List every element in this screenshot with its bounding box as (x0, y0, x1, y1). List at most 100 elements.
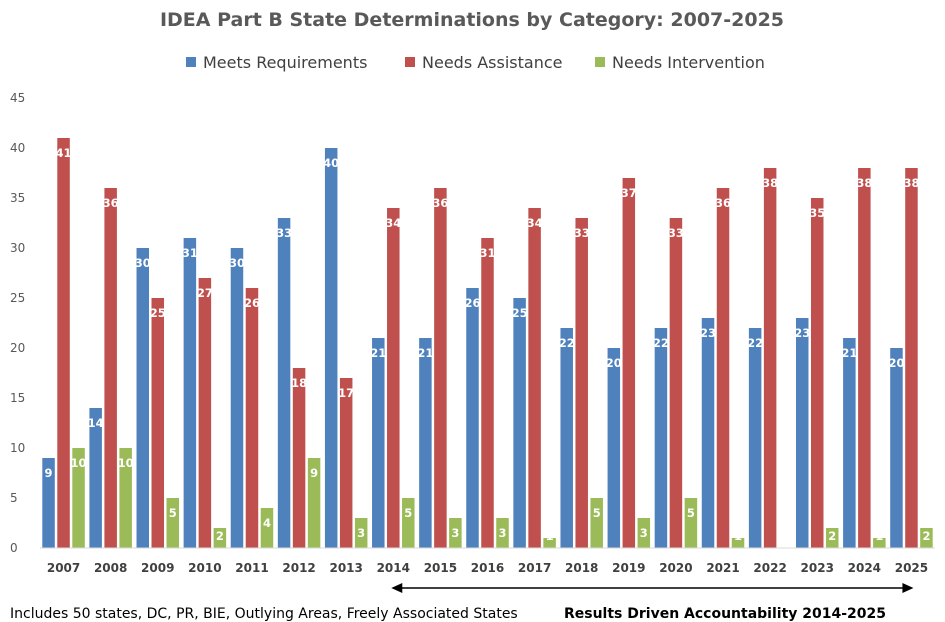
data-label: 36 (432, 196, 448, 210)
x-tick-label: 2025 (895, 561, 928, 575)
data-label: 10 (71, 456, 87, 470)
bar-meets-requirements (89, 408, 102, 548)
x-tick-label: 2017 (518, 561, 551, 575)
data-label: 1 (734, 529, 742, 543)
data-label: 38 (903, 176, 919, 190)
data-label: 21 (841, 346, 857, 360)
data-label: 2 (828, 529, 836, 543)
bar-needs-assistance (528, 208, 541, 548)
x-tick-label: 2007 (47, 561, 80, 575)
bar-meets-requirements (654, 328, 668, 548)
bar-meets-requirements (466, 288, 479, 548)
bar-needs-assistance (198, 278, 212, 548)
data-label: 3 (498, 526, 506, 540)
bar-needs-assistance (905, 168, 918, 548)
data-label: 22 (747, 336, 763, 350)
data-label: 25 (150, 306, 166, 320)
bar-meets-requirements (183, 238, 197, 548)
bar-meets-requirements (748, 328, 762, 548)
y-tick-label: 30 (10, 241, 25, 255)
bar-meets-requirements (136, 248, 150, 548)
bar-needs-assistance (858, 168, 871, 548)
x-tick-label: 2022 (753, 561, 786, 575)
bar-needs-intervention (213, 528, 227, 548)
bar-needs-assistance (339, 378, 353, 548)
data-label: 40 (323, 156, 339, 170)
bar-needs-intervention (260, 508, 274, 548)
bar-needs-intervention (307, 458, 321, 548)
data-label: 20 (888, 356, 904, 370)
y-tick-label: 0 (10, 541, 18, 555)
data-label: 21 (417, 346, 433, 360)
data-label: 18 (291, 376, 307, 390)
data-label: 35 (809, 206, 825, 220)
data-label: 5 (404, 506, 412, 520)
bar-needs-assistance (622, 178, 636, 548)
bar-needs-intervention (402, 498, 415, 548)
bar-needs-assistance (387, 208, 400, 548)
bar-meets-requirements (513, 298, 526, 548)
bars: 9411014361030255312723026433189401732134… (42, 138, 933, 548)
data-label: 38 (762, 176, 778, 190)
data-label: 5 (687, 506, 695, 520)
x-tick-label: 2015 (424, 561, 457, 575)
data-label: 20 (606, 356, 622, 370)
y-axis: 0 5 10 15 20 25 30 35 40 45 (10, 91, 25, 555)
bar-needs-intervention (590, 498, 603, 548)
bar-needs-assistance (434, 188, 447, 548)
bar-meets-requirements (419, 338, 432, 548)
legend: Meets Requirements Needs Assistance Needs … (186, 53, 765, 72)
bar-needs-intervention (873, 538, 886, 548)
bar-meets-requirements (795, 318, 809, 548)
x-tick-label: 2012 (282, 561, 315, 575)
bar-meets-requirements (324, 148, 338, 548)
bar-needs-intervention (119, 448, 132, 548)
arrow-head-left (391, 583, 403, 593)
data-label: 3 (357, 526, 365, 540)
bar-needs-intervention (543, 538, 556, 548)
data-label: 1 (875, 529, 883, 543)
data-label: 41 (56, 146, 72, 160)
bar-needs-intervention (637, 518, 651, 548)
bar-needs-intervention (449, 518, 462, 548)
rda-period-arrow (391, 583, 914, 593)
data-label: 22 (559, 336, 575, 350)
bar-meets-requirements (890, 348, 903, 548)
data-label: 33 (276, 226, 292, 240)
bar-meets-requirements (843, 338, 856, 548)
legend-swatch (186, 57, 196, 67)
legend-label: Needs Intervention (612, 53, 765, 72)
data-label: 4 (263, 516, 271, 530)
bar-needs-assistance (292, 368, 306, 548)
legend-swatch (595, 57, 605, 67)
data-label: 1 (546, 529, 554, 543)
y-tick-label: 35 (10, 191, 25, 205)
bar-needs-assistance (481, 238, 494, 548)
data-label: 31 (479, 246, 495, 260)
data-label: 36 (715, 196, 731, 210)
bar-needs-intervention (496, 518, 509, 548)
bar-meets-requirements (42, 458, 55, 548)
data-label: 34 (385, 216, 401, 230)
data-label: 9 (45, 466, 53, 480)
bar-needs-assistance (245, 288, 259, 548)
data-label: 5 (169, 506, 177, 520)
bar-needs-assistance (57, 138, 70, 548)
data-label: 31 (182, 246, 198, 260)
bar-needs-assistance (763, 168, 777, 548)
x-tick-label: 2014 (377, 561, 410, 575)
legend-label: Needs Assistance (422, 53, 563, 72)
data-label: 26 (244, 296, 260, 310)
bar-meets-requirements (277, 218, 291, 548)
x-tick-label: 2010 (188, 561, 221, 575)
data-label: 33 (668, 226, 684, 240)
bar-meets-requirements (560, 328, 573, 548)
bar-needs-assistance (669, 218, 683, 548)
x-tick-label: 2018 (565, 561, 598, 575)
data-label: 23 (794, 326, 810, 340)
data-label: 5 (593, 506, 601, 520)
data-label: 2 (922, 529, 930, 543)
footer-left-note: Includes 50 states, DC, PR, BIE, Outlyin… (10, 606, 518, 622)
bar-needs-assistance (151, 298, 165, 548)
data-label: 30 (229, 256, 245, 270)
